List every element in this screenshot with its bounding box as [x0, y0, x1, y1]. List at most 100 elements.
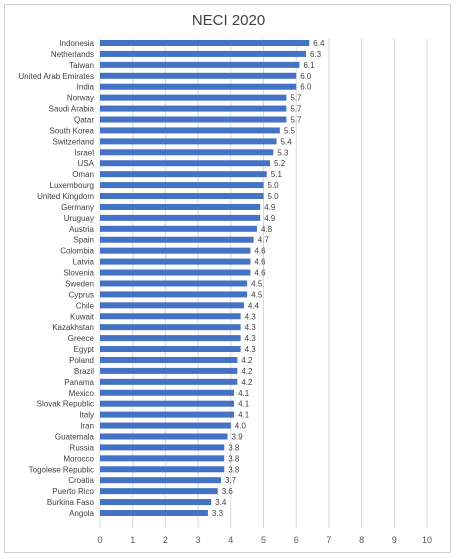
x-tick-label: 7 — [326, 535, 331, 545]
bar — [100, 378, 238, 385]
data-label: 4.3 — [245, 312, 257, 321]
data-label: 5.0 — [268, 181, 280, 190]
bar — [100, 83, 297, 90]
data-label: 4.2 — [241, 367, 253, 376]
data-label: 3.8 — [228, 454, 240, 463]
category-label: Mexico — [69, 389, 95, 398]
category-label: Angola — [69, 509, 94, 518]
category-label: Puerto Rico — [52, 487, 94, 496]
data-label: 5.7 — [290, 105, 302, 114]
category-label: Togolese Republic — [29, 465, 94, 474]
bar — [100, 488, 218, 495]
data-label: 4.3 — [245, 345, 257, 354]
category-label: Slovak Republic — [37, 400, 94, 409]
data-label: 4.1 — [238, 400, 250, 409]
category-label: United Arab Emirates — [18, 72, 94, 81]
bar — [100, 444, 225, 451]
data-label: 6.0 — [300, 83, 312, 92]
data-label: 4.2 — [241, 356, 253, 365]
data-label: 6.0 — [300, 72, 312, 81]
data-label: 4.7 — [258, 236, 270, 245]
data-label: 3.9 — [232, 432, 244, 441]
bar — [100, 280, 248, 287]
bar — [100, 422, 231, 429]
data-label: 4.1 — [238, 411, 250, 420]
x-axis-ticks: 0 1 2 3 4 5 6 7 8 9 10 — [97, 535, 432, 545]
data-label: 5.3 — [277, 148, 289, 157]
bar — [100, 160, 271, 167]
category-label: Spain — [74, 236, 94, 245]
data-label: 4.5 — [251, 290, 263, 299]
bar — [100, 40, 310, 46]
data-label: 5.1 — [271, 170, 283, 179]
x-tick-label: 3 — [196, 535, 201, 545]
category-label: Kuwait — [70, 312, 95, 321]
category-label: Croatia — [68, 476, 94, 485]
bar — [100, 324, 241, 331]
data-labels: 6.46.36.16.06.05.75.75.75.55.45.35.25.15… — [212, 39, 325, 518]
x-tick-label: 6 — [294, 535, 299, 545]
bar — [100, 400, 235, 407]
data-label: 5.0 — [268, 192, 280, 201]
category-label: Chile — [76, 301, 95, 310]
category-label: Luxembourg — [50, 181, 94, 190]
category-label: Switzerland — [53, 137, 94, 146]
category-label: Poland — [69, 356, 94, 365]
bar — [100, 182, 264, 189]
category-label: Burkina Faso — [47, 498, 95, 507]
bar — [100, 499, 212, 506]
category-label: Taiwan — [69, 61, 94, 70]
category-label: Netherlands — [51, 50, 94, 59]
data-label: 5.7 — [290, 116, 302, 125]
bar — [100, 127, 280, 134]
data-label: 4.8 — [261, 225, 273, 234]
bar — [100, 258, 251, 265]
category-label: Russia — [70, 443, 95, 452]
data-label: 5.2 — [274, 159, 286, 168]
data-label: 4.5 — [251, 279, 263, 288]
bar — [100, 171, 267, 178]
category-label: Indonesia — [59, 39, 94, 48]
bar — [100, 313, 241, 320]
bar — [100, 509, 208, 516]
data-label: 4.6 — [254, 247, 266, 256]
category-label: Oman — [72, 170, 94, 179]
category-label: United Kingdom — [37, 192, 94, 201]
category-label: Saudi Arabia — [49, 105, 95, 114]
data-label: 3.6 — [222, 487, 234, 496]
data-label: 4.9 — [264, 214, 276, 223]
category-label: Slovenia — [63, 269, 94, 278]
x-tick-label: 2 — [163, 535, 168, 545]
bar — [100, 346, 241, 353]
category-label: Cyprus — [69, 290, 94, 299]
bar — [100, 389, 235, 396]
data-label: 5.5 — [284, 126, 296, 135]
bar — [100, 247, 251, 254]
data-label: 4.3 — [245, 323, 257, 332]
bar — [100, 367, 238, 374]
category-label: USA — [78, 159, 95, 168]
x-tick-label: 1 — [130, 535, 135, 545]
data-label: 4.2 — [241, 378, 253, 387]
category-label: Germany — [61, 203, 94, 212]
data-label: 4.6 — [254, 269, 266, 278]
bar — [100, 433, 228, 440]
data-label: 4.9 — [264, 203, 276, 212]
bar — [100, 455, 225, 462]
bar — [100, 138, 277, 145]
category-label: Kazakhstan — [52, 323, 94, 332]
bar — [100, 50, 307, 57]
bar — [100, 477, 221, 484]
category-label: Morocco — [63, 454, 94, 463]
category-label: Brazil — [74, 367, 94, 376]
category-labels: Indonesia Netherlands Taiwan United Arab Em… — [18, 39, 94, 518]
category-label: Italy — [79, 411, 94, 420]
category-label: South Korea — [50, 126, 95, 135]
x-tick-label: 0 — [97, 535, 102, 545]
category-label: Uruguay — [64, 214, 94, 223]
bar — [100, 61, 300, 68]
data-label: 3.7 — [225, 476, 237, 485]
data-label: 4.3 — [245, 334, 257, 343]
bar — [100, 466, 225, 473]
